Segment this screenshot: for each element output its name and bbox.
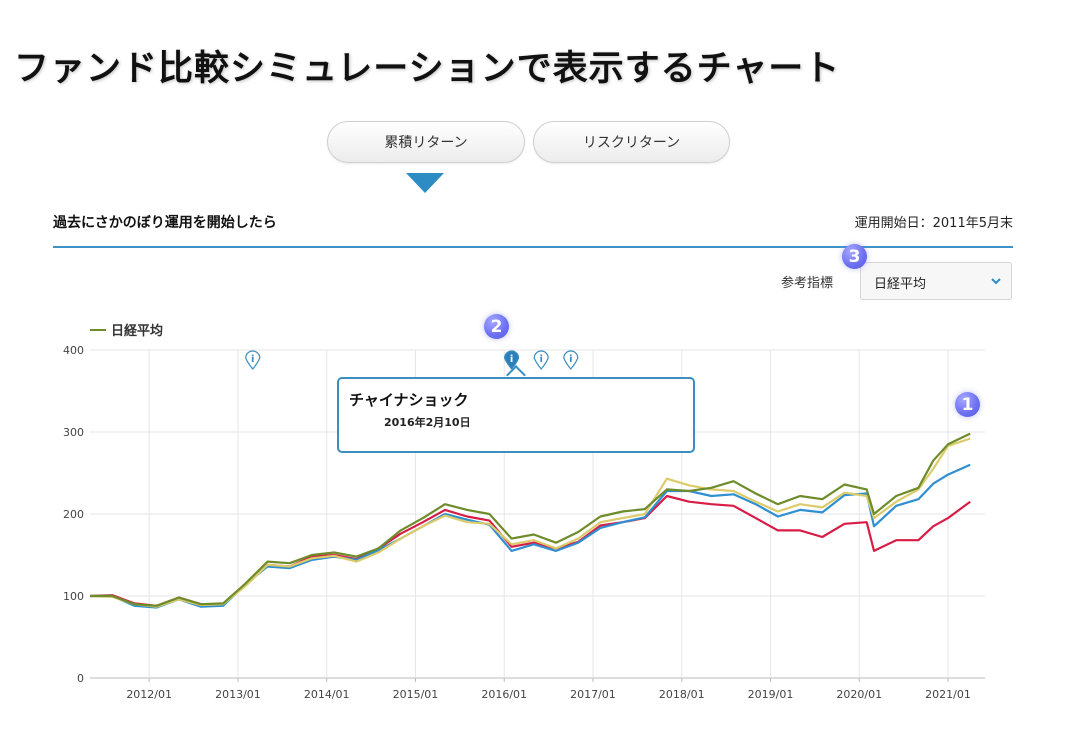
section-heading: 過去にさかのぼり運用を開始したら bbox=[53, 215, 277, 231]
y-tick-label: 200 bbox=[63, 508, 84, 521]
callout-badge-1: 1 bbox=[955, 392, 980, 417]
legend-label: 日経平均 bbox=[111, 324, 164, 339]
tooltip-date: 2016年2月10日 bbox=[384, 416, 471, 429]
svg-text:i: i bbox=[510, 354, 513, 365]
info-pin-icon[interactable]: i bbox=[245, 350, 261, 370]
section-divider bbox=[53, 246, 1013, 248]
x-tick-label: 2019/01 bbox=[748, 688, 794, 701]
x-tick-label: 2018/01 bbox=[659, 688, 705, 701]
x-tick-label: 2021/01 bbox=[925, 688, 971, 701]
chevron-down-icon bbox=[991, 278, 1001, 285]
x-tick-label: 2013/01 bbox=[215, 688, 261, 701]
tooltip-title: チャイナショック bbox=[349, 391, 469, 409]
info-pin-icon[interactable]: i bbox=[504, 350, 520, 370]
x-tick-label: 2015/01 bbox=[393, 688, 439, 701]
y-tick-label: 400 bbox=[63, 344, 84, 357]
chart-legend[interactable]: 日経平均 bbox=[90, 320, 163, 339]
tab-risk-return[interactable]: リスクリターン bbox=[533, 121, 730, 163]
y-tick-label: 300 bbox=[63, 426, 84, 439]
reference-index-select[interactable]: 日経平均 bbox=[860, 262, 1012, 300]
y-tick-label: 100 bbox=[63, 590, 84, 603]
legend-swatch bbox=[90, 328, 106, 331]
svg-text:i: i bbox=[539, 354, 542, 365]
series-line bbox=[89, 437, 971, 608]
reference-index-label: 参考指標 bbox=[781, 276, 834, 291]
callout-badge-2: 2 bbox=[484, 314, 509, 339]
svg-text:i: i bbox=[251, 354, 254, 365]
svg-text:i: i bbox=[569, 354, 572, 365]
x-tick-label: 2016/01 bbox=[481, 688, 527, 701]
y-tick-label: 0 bbox=[77, 672, 84, 685]
active-tab-indicator-icon bbox=[406, 173, 444, 193]
tab-cumulative-return[interactable]: 累積リターン bbox=[327, 121, 525, 163]
info-pin-icon[interactable]: i bbox=[563, 350, 579, 370]
start-date: 運用開始日：2011年5月末 bbox=[855, 212, 1013, 231]
callout-badge-3: 3 bbox=[842, 244, 867, 269]
x-tick-label: 2017/01 bbox=[570, 688, 616, 701]
x-tick-label: 2014/01 bbox=[304, 688, 350, 701]
page-title: ファンド比較シミュレーションで表示するチャート bbox=[14, 49, 841, 89]
x-tick-label: 2012/01 bbox=[126, 688, 172, 701]
start-date-label: 運用開始日： bbox=[854, 216, 933, 231]
start-date-value: 2011年5月末 bbox=[932, 216, 1013, 231]
event-tooltip: チャイナショック 2016年2月10日 bbox=[337, 377, 695, 453]
info-pin-icon[interactable]: i bbox=[533, 350, 549, 370]
x-tick-label: 2020/01 bbox=[836, 688, 882, 701]
reference-index-value: 日経平均 bbox=[874, 277, 927, 292]
series-line bbox=[89, 494, 971, 607]
series-line bbox=[90, 432, 971, 607]
